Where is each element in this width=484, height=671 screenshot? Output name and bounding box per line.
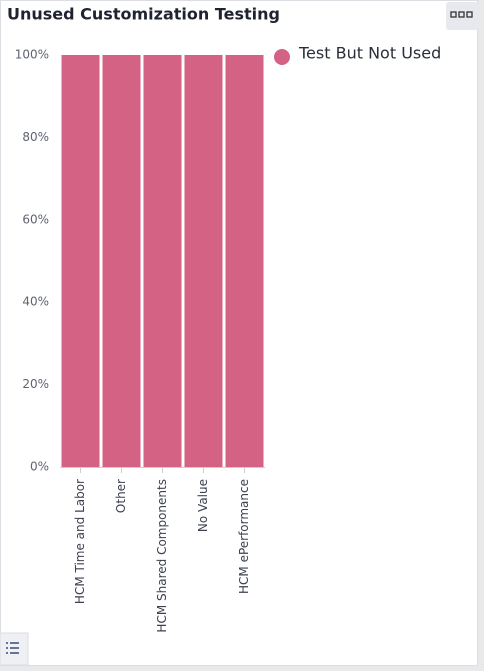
bar <box>184 55 223 467</box>
legend-marker <box>274 49 290 65</box>
bar <box>143 55 182 467</box>
legend-label: Test But Not Used <box>298 44 441 63</box>
x-tick-label: HCM ePerformance <box>237 479 251 594</box>
list-button[interactable] <box>0 632 29 666</box>
y-tick-label: 0% <box>30 460 49 474</box>
bar <box>102 55 141 467</box>
menu-button[interactable] <box>446 2 478 30</box>
x-tick-label: HCM Time and Labor <box>73 479 87 604</box>
y-tick-label: 40% <box>22 295 49 309</box>
y-tick-label: 80% <box>22 130 49 144</box>
y-tick-label: 100% <box>15 48 49 62</box>
x-tick-label: Other <box>114 479 128 513</box>
x-tick-label: HCM Shared Components <box>155 479 169 633</box>
chart-title: Unused Customization Testing <box>7 5 280 24</box>
bar <box>225 55 264 467</box>
y-tick-label: 20% <box>22 377 49 391</box>
y-tick-label: 60% <box>22 212 49 226</box>
x-tick-label: No Value <box>196 479 210 532</box>
bar <box>61 55 100 467</box>
